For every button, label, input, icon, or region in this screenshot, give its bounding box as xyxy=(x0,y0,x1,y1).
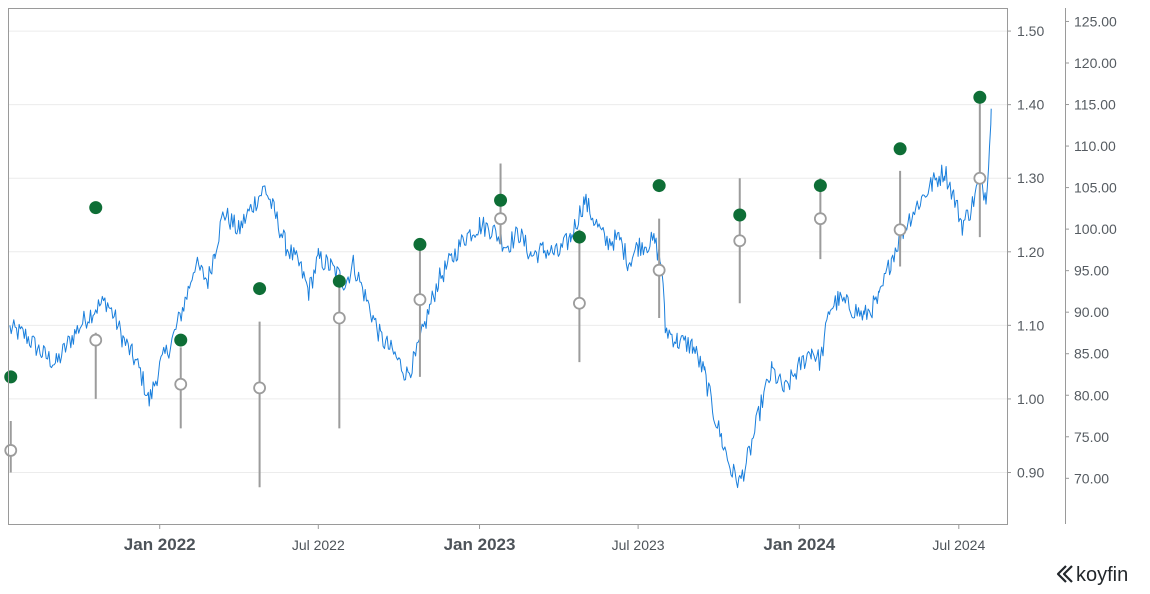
date-tick-label: Jul 2023 xyxy=(612,537,665,553)
eps-axis-ticks: 0.90 1.00 1.10 1.20 1.30 1.40 1.50 xyxy=(1007,23,1044,481)
estimate-marker xyxy=(733,234,747,248)
eps-tick-label: 1.20 xyxy=(1017,244,1044,260)
actual-eps-marker xyxy=(494,193,508,207)
date-tick-label: Jan 2023 xyxy=(444,535,516,554)
price-tick-label: 125.00 xyxy=(1074,13,1117,29)
price-line-layer xyxy=(9,108,992,489)
actual-marker-layer xyxy=(4,90,987,384)
actual-eps-marker xyxy=(893,142,907,156)
actual-eps-marker xyxy=(413,237,427,251)
estimate-range-layer xyxy=(9,97,981,488)
date-tick-label: Jul 2022 xyxy=(292,537,345,553)
price-tick-label: 110.00 xyxy=(1074,138,1116,154)
estimate-marker xyxy=(332,311,346,325)
estimate-marker-layer xyxy=(4,171,987,457)
price-tick-label: 115.00 xyxy=(1074,97,1116,113)
actual-eps-marker xyxy=(572,230,586,244)
estimate-marker xyxy=(893,223,907,237)
estimate-marker xyxy=(413,293,427,307)
price-tick-label: 70.00 xyxy=(1074,470,1109,486)
estimate-marker xyxy=(174,377,188,391)
actual-eps-marker xyxy=(973,90,987,104)
price-axis-ticks: 70.00 75.00 80.00 85.00 90.00 95.00 100.00 105.… xyxy=(1065,13,1117,486)
koyfin-logo: koyfin xyxy=(1056,564,1128,586)
eps-tick-label: 1.10 xyxy=(1017,317,1044,333)
eps-tick-label: 1.00 xyxy=(1017,391,1044,407)
actual-eps-marker xyxy=(733,208,747,222)
estimate-marker xyxy=(494,212,507,226)
price-tick-label: 80.00 xyxy=(1074,387,1109,403)
actual-eps-marker xyxy=(174,333,188,347)
actual-eps-marker xyxy=(253,282,267,296)
date-tick-label: Jan 2024 xyxy=(763,535,835,554)
koyfin-logo-icon xyxy=(1056,565,1073,583)
actual-eps-marker xyxy=(332,274,346,288)
actual-eps-marker xyxy=(813,179,827,193)
date-tick-label: Jul 2024 xyxy=(932,537,985,553)
date-tick-label: Jan 2022 xyxy=(124,535,196,554)
price-tick-label: 90.00 xyxy=(1074,304,1109,320)
estimate-marker xyxy=(89,333,103,347)
date-axis-ticks: Jan 2022 Jul 2022 Jan 2023 Jul 2023 Jan 2024… xyxy=(124,524,985,554)
estimate-marker xyxy=(573,296,586,310)
price-tick-label: 105.00 xyxy=(1074,180,1117,196)
price-tick-label: 75.00 xyxy=(1074,429,1109,445)
eps-tick-label: 1.50 xyxy=(1017,23,1044,39)
gridlines xyxy=(9,30,1007,473)
estimate-marker xyxy=(4,444,18,457)
estimate-marker xyxy=(813,212,827,226)
price-tick-label: 85.00 xyxy=(1074,346,1109,362)
price-tick-label: 120.00 xyxy=(1074,55,1117,71)
eps-tick-label: 1.30 xyxy=(1017,170,1044,186)
estimate-marker xyxy=(973,171,987,185)
estimate-marker xyxy=(652,263,666,277)
koyfin-logo-text: koyfin xyxy=(1076,564,1128,586)
eps-tick-label: 0.90 xyxy=(1017,465,1044,481)
estimate-marker xyxy=(253,381,266,395)
price-tick-label: 100.00 xyxy=(1074,221,1117,237)
actual-eps-marker xyxy=(652,179,666,193)
eps-tick-label: 1.40 xyxy=(1017,97,1044,113)
plot-frame xyxy=(8,8,1008,525)
actual-eps-marker xyxy=(89,201,103,215)
price-tick-label: 95.00 xyxy=(1074,263,1109,279)
actual-eps-marker xyxy=(4,370,18,384)
price-series-line xyxy=(9,108,992,489)
